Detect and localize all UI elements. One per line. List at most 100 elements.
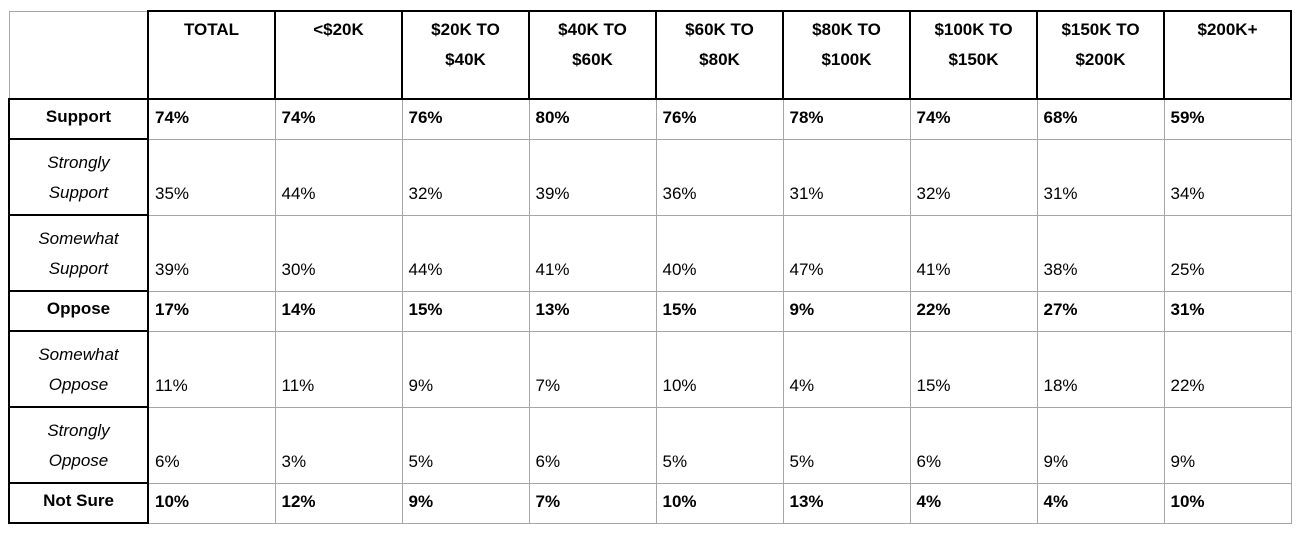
value-cell: 38% [1036, 214, 1165, 292]
value-cell: 10% [655, 482, 784, 524]
row-label-line: Oppose [48, 451, 109, 470]
value-cell: 6% [528, 406, 657, 484]
corner-cell [8, 10, 149, 100]
value-cell: 15% [401, 290, 530, 332]
column-header-40k-to-60k: $40K TO $60K [528, 10, 657, 100]
value-cell: 4% [782, 330, 911, 408]
column-header-80k-to-100k: $80K TO $100K [782, 10, 911, 100]
row-label-somewhat-support: Somewhat Support [8, 214, 149, 292]
column-header-line: $20K TO [431, 20, 500, 39]
table-body: Support 74% 74% 76% 80% 76% 78% 74% 68% 59% Strong… [8, 98, 1292, 524]
value-cell: 14% [274, 290, 403, 332]
value-cell: 15% [655, 290, 784, 332]
poll-crosstab-page: TOTAL <$20K $20K TO $40K $40K TO $60K $60K TO $… [8, 10, 1292, 524]
column-header-line: $40K TO [558, 20, 627, 39]
value-cell: 9% [401, 330, 530, 408]
value-cell: 41% [909, 214, 1038, 292]
value-cell: 68% [1036, 98, 1165, 140]
row-label-line: Support [45, 107, 112, 126]
value-cell: 31% [1163, 290, 1292, 332]
column-header-line: <$20K [313, 20, 364, 39]
value-cell: 32% [909, 138, 1038, 216]
column-header-line: $40K [445, 50, 486, 69]
value-cell: 27% [1036, 290, 1165, 332]
value-cell: 34% [1163, 138, 1292, 216]
column-header-line: $60K [572, 50, 613, 69]
value-cell: 10% [655, 330, 784, 408]
value-cell: 74% [909, 98, 1038, 140]
value-cell: 39% [147, 214, 276, 292]
value-cell: 7% [528, 482, 657, 524]
value-cell: 11% [274, 330, 403, 408]
value-cell: 39% [528, 138, 657, 216]
value-cell: 6% [909, 406, 1038, 484]
value-cell: 76% [401, 98, 530, 140]
row-label-line: Somewhat [38, 229, 119, 248]
column-header-line: $80K [699, 50, 740, 69]
row-label-line: Not Sure [43, 491, 114, 510]
value-cell: 9% [1163, 406, 1292, 484]
column-header-60k-to-80k: $60K TO $80K [655, 10, 784, 100]
column-header-line: TOTAL [183, 20, 240, 39]
header-row: TOTAL <$20K $20K TO $40K $40K TO $60K $60K TO $… [8, 10, 1292, 100]
value-cell: 5% [401, 406, 530, 484]
value-cell: 30% [274, 214, 403, 292]
value-cell: 47% [782, 214, 911, 292]
value-cell: 10% [1163, 482, 1292, 524]
row-label-line: Oppose [46, 299, 111, 318]
row-label-line: Support [48, 183, 109, 202]
column-header-line: $100K TO [934, 20, 1013, 39]
column-header-line: $200K+ [1197, 20, 1258, 39]
row-label-strongly-support: Strongly Support [8, 138, 149, 216]
column-header-150k-to-200k: $150K TO $200K [1036, 10, 1165, 100]
column-header-100k-to-150k: $100K TO $150K [909, 10, 1038, 100]
value-cell: 74% [147, 98, 276, 140]
column-header-20k-to-40k: $20K TO $40K [401, 10, 530, 100]
row-label-line: Support [48, 259, 109, 278]
column-header-20k: <$20K [274, 10, 403, 100]
row-label-oppose: Oppose [8, 290, 149, 332]
column-header-line: $60K TO [685, 20, 754, 39]
row-label-not-sure: Not Sure [8, 482, 149, 524]
value-cell: 9% [401, 482, 530, 524]
value-cell: 59% [1163, 98, 1292, 140]
value-cell: 13% [782, 482, 911, 524]
table-row-strongly-support: Strongly Support 35% 44% 32% 39% 36% 31% 32% 31% 3… [8, 138, 1292, 216]
value-cell: 7% [528, 330, 657, 408]
value-cell: 5% [655, 406, 784, 484]
value-cell: 15% [909, 330, 1038, 408]
column-header-line: $200K [1075, 50, 1126, 69]
value-cell: 80% [528, 98, 657, 140]
value-cell: 78% [782, 98, 911, 140]
value-cell: 25% [1163, 214, 1292, 292]
value-cell: 4% [1036, 482, 1165, 524]
value-cell: 5% [782, 406, 911, 484]
value-cell: 32% [401, 138, 530, 216]
value-cell: 76% [655, 98, 784, 140]
income-crosstab-table: TOTAL <$20K $20K TO $40K $40K TO $60K $60K TO $… [8, 10, 1292, 524]
value-cell: 35% [147, 138, 276, 216]
column-header-line: $100K [821, 50, 872, 69]
column-header-total: TOTAL [147, 10, 276, 100]
value-cell: 22% [909, 290, 1038, 332]
table-row-not-sure: Not Sure 10% 12% 9% 7% 10% 13% 4% 4% 10% [8, 482, 1292, 524]
row-label-line: Oppose [48, 375, 109, 394]
value-cell: 6% [147, 406, 276, 484]
value-cell: 31% [782, 138, 911, 216]
table-row-somewhat-oppose: Somewhat Oppose 11% 11% 9% 7% 10% 4% 15% 18% 22% [8, 330, 1292, 408]
value-cell: 11% [147, 330, 276, 408]
column-header-line: $80K TO [812, 20, 881, 39]
value-cell: 44% [401, 214, 530, 292]
table-row-oppose: Oppose 17% 14% 15% 13% 15% 9% 22% 27% 31% [8, 290, 1292, 332]
row-label-line: Somewhat [38, 345, 119, 364]
value-cell: 22% [1163, 330, 1292, 408]
row-label-support: Support [8, 98, 149, 140]
table-row-somewhat-support: Somewhat Support 39% 30% 44% 41% 40% 47% 41% 38% 2… [8, 214, 1292, 292]
value-cell: 13% [528, 290, 657, 332]
value-cell: 9% [1036, 406, 1165, 484]
value-cell: 40% [655, 214, 784, 292]
row-label-line: Strongly [47, 421, 110, 440]
table-row-support: Support 74% 74% 76% 80% 76% 78% 74% 68% 59% [8, 98, 1292, 140]
row-label-somewhat-oppose: Somewhat Oppose [8, 330, 149, 408]
value-cell: 41% [528, 214, 657, 292]
